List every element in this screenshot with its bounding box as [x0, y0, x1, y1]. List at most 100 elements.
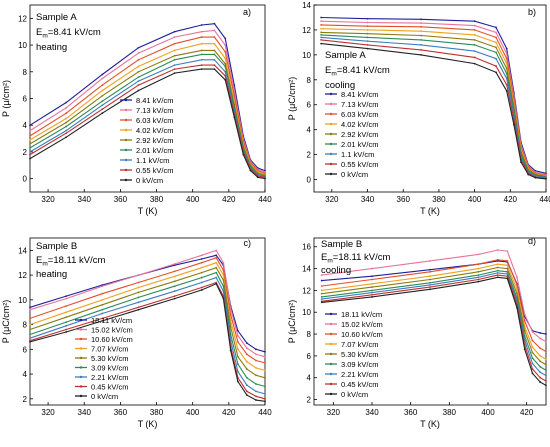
data-point [173, 264, 176, 267]
data-point [173, 280, 176, 283]
y-tick-label: 4 [23, 121, 28, 130]
data-point [65, 297, 68, 300]
data-point [523, 320, 526, 322]
data-point [101, 100, 104, 103]
data-point [222, 261, 225, 264]
legend-marker [329, 382, 333, 386]
data-point [264, 369, 266, 372]
legend-marker [79, 356, 83, 360]
y-tick-label: 4 [23, 370, 28, 379]
data-point [496, 272, 499, 274]
y-tick-label: 10 [302, 51, 311, 60]
data-point [545, 384, 547, 387]
legend-label: 7.13 kV/cm [341, 100, 379, 109]
data-point [246, 342, 248, 345]
data-point [545, 340, 547, 343]
data-point [545, 358, 547, 361]
data-point [29, 339, 31, 342]
data-point [495, 65, 497, 67]
legend-marker [329, 372, 333, 376]
data-point [29, 147, 31, 149]
data-point [236, 380, 239, 383]
y-tick-label: 8 [307, 330, 312, 339]
mode-label-c: heating [36, 269, 67, 280]
data-point [534, 176, 537, 179]
y-tick-label: 14 [18, 246, 27, 255]
data-point [320, 27, 323, 30]
data-point [516, 284, 518, 286]
data-point [505, 57, 508, 60]
data-point [224, 50, 227, 53]
data-point [200, 42, 203, 45]
legend-marker [124, 168, 128, 172]
data-point [539, 332, 542, 334]
y-tick-label: 2 [307, 151, 312, 160]
data-point [29, 135, 31, 137]
data-point [101, 84, 104, 87]
data-point [101, 284, 104, 286]
legend-marker [79, 328, 83, 331]
data-point [29, 306, 31, 309]
data-point [224, 37, 227, 40]
x-tick-label: 440 [258, 195, 272, 204]
legend-label: 10.60 kV/cm [341, 330, 383, 339]
sample-label-c: Sample B [36, 241, 77, 252]
x-tick-label: 420 [520, 408, 534, 417]
y-tick-label: 6 [23, 95, 28, 104]
axes-frame [313, 4, 547, 193]
data-point [506, 275, 509, 278]
data-point [29, 139, 31, 141]
legend-marker [124, 128, 128, 132]
data-point [101, 94, 104, 97]
data-point [249, 169, 252, 172]
data-point [236, 341, 239, 343]
data-point [65, 125, 68, 128]
data-point [65, 117, 68, 120]
data-point [213, 58, 216, 61]
data-point [531, 357, 534, 359]
legend-label: 4.02 kV/cm [136, 126, 174, 135]
data-point [420, 48, 422, 51]
y-tick-label: 2 [23, 395, 28, 404]
x-axis-label-c: T (K) [138, 419, 158, 429]
data-point [320, 42, 323, 45]
data-point [173, 290, 176, 293]
data-point [420, 30, 422, 33]
data-point [539, 347, 542, 350]
data-point [173, 58, 176, 61]
data-point [200, 58, 203, 61]
data-point [137, 46, 140, 49]
sample-label-b: Sample A [325, 50, 366, 61]
panel-b: 320 340 360 380 400 420 440 0 2 4 6 8 10 12 14 8.41 kV/… [287, 1, 550, 216]
data-point [65, 132, 68, 135]
data-point [200, 261, 203, 264]
data-point [256, 176, 259, 179]
data-point [246, 353, 248, 356]
data-point [255, 390, 257, 393]
data-point [264, 171, 266, 173]
data-point [429, 278, 431, 281]
data-point [101, 104, 104, 107]
data-point [496, 266, 499, 269]
data-point [371, 289, 373, 292]
data-point [320, 274, 323, 277]
data-point [371, 278, 373, 281]
data-point [477, 274, 480, 277]
data-point [495, 71, 497, 74]
data-point [173, 295, 176, 298]
data-point [224, 74, 227, 77]
field-label-d: Em=18.11 kV/cm [321, 252, 390, 265]
data-point [29, 328, 31, 331]
data-point [242, 153, 245, 156]
data-point [264, 400, 266, 403]
y-tick-label: 8 [23, 68, 28, 77]
data-point [512, 123, 515, 126]
x-tick-label: 360 [114, 408, 128, 417]
mode-label-b: cooling [325, 80, 355, 91]
data-point [473, 20, 476, 23]
data-point [366, 17, 369, 20]
data-point [420, 25, 422, 28]
legend-marker [124, 158, 128, 162]
legend-label: 7.07 kV/cm [341, 340, 379, 349]
y-tick-label: 10 [18, 41, 27, 50]
